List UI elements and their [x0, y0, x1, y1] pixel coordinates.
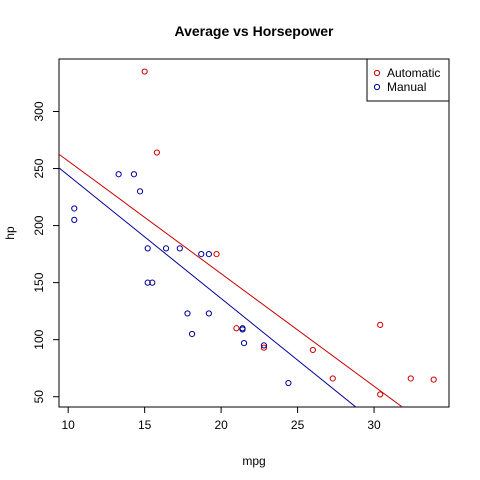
point-manual	[144, 245, 151, 252]
legend-label: Automatic	[387, 66, 440, 80]
point-manual	[71, 216, 78, 223]
chart-title: Average vs Horsepower	[175, 23, 335, 39]
point-automatic	[407, 375, 414, 382]
x-tick-label: 20	[214, 418, 228, 432]
legend-box	[366, 58, 450, 102]
x-axis: 10 15 20 25 30	[61, 407, 381, 432]
legend-marker	[373, 83, 381, 91]
x-axis-label: mpg	[242, 454, 265, 468]
x-tick-label: 30	[367, 418, 381, 432]
point-manual	[205, 251, 212, 258]
y-tick-label: 150	[32, 272, 46, 292]
data-points	[71, 68, 437, 398]
point-automatic	[233, 325, 240, 332]
point-manual	[130, 171, 138, 178]
point-manual	[205, 310, 212, 317]
point-automatic	[377, 391, 384, 398]
x-tick-label: 15	[138, 418, 152, 432]
fit-line-automatic	[59, 153, 404, 407]
point-automatic	[141, 68, 148, 75]
point-automatic	[260, 344, 268, 351]
point-manual	[285, 379, 292, 387]
point-manual	[176, 245, 183, 252]
point-automatic	[153, 149, 160, 156]
y-axis-label: hp	[3, 226, 17, 240]
point-automatic	[309, 346, 316, 354]
point-manual	[198, 251, 205, 258]
point-manual	[260, 342, 268, 349]
point-manual	[149, 279, 156, 286]
point-manual	[240, 340, 248, 347]
y-tick-label: 300	[32, 101, 46, 121]
fit-lines	[59, 153, 404, 407]
point-manual	[71, 205, 78, 212]
point-automatic	[430, 376, 437, 383]
x-tick-label: 10	[61, 418, 75, 432]
point-automatic	[213, 251, 220, 258]
point-manual	[144, 279, 151, 286]
point-manual	[188, 330, 196, 338]
y-tick-label: 100	[32, 329, 46, 349]
point-manual	[115, 171, 122, 178]
legend-label: Manual	[387, 80, 426, 94]
point-manual	[239, 326, 246, 333]
y-tick-label: 200	[32, 215, 46, 235]
legend-marker	[373, 69, 381, 77]
y-axis: 50 100 150 200 250 300	[32, 101, 59, 403]
x-tick-label: 25	[291, 418, 305, 432]
point-automatic	[329, 375, 336, 382]
point-manual	[162, 245, 170, 252]
fit-line-manual	[59, 167, 357, 407]
y-tick-label: 250	[32, 158, 46, 178]
point-manual	[184, 310, 191, 317]
point-manual	[136, 188, 144, 195]
plot-area	[58, 58, 450, 408]
point-automatic	[377, 321, 384, 328]
y-tick-label: 50	[32, 390, 46, 404]
